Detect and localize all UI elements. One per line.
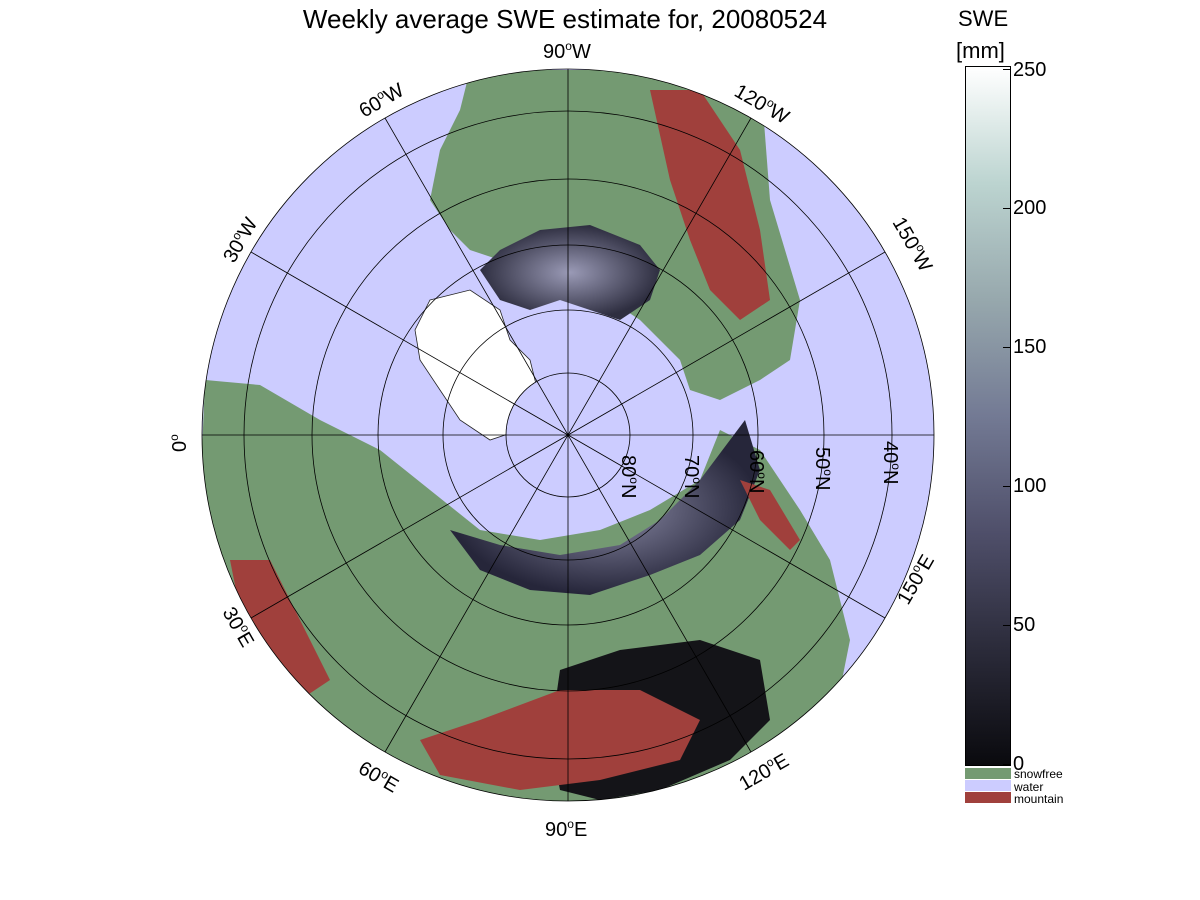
meridian-150w-30e — [250, 251, 886, 619]
colorbar-unit: [mm] — [956, 38, 1005, 63]
lon-label-60e: 60oE — [355, 756, 404, 798]
lon-label-90e: 90oE — [545, 817, 587, 841]
snow-region-canada — [480, 225, 660, 320]
latitude-labels: 80oN 70oN 60oN 50oN 40oN — [617, 441, 903, 498]
lat-label-80n: 80oN — [617, 455, 641, 498]
legend-label-water: water — [1014, 780, 1044, 794]
lat-label-70n: 70oN — [680, 455, 704, 498]
colorbar-tickmark — [1003, 764, 1011, 765]
legend-swatch-snowfree — [965, 768, 1011, 779]
colorbar-tick-label: 50 — [1013, 614, 1036, 636]
swe-colorbar — [965, 66, 1011, 766]
lon-label-90w: 90oW — [543, 39, 591, 63]
legend-swatch-water — [965, 780, 1011, 791]
lat-label-40n: 40oN — [879, 441, 903, 484]
lat-label-60n: 60oN — [745, 450, 769, 493]
colorbar-tick-label: 100 — [1013, 475, 1047, 497]
colorbar-tickmark — [1003, 347, 1011, 348]
mountain-kamchatka — [740, 480, 800, 550]
mountain-europe — [230, 560, 330, 700]
polar-map: 90oW 120oW 150oW 180oW 150oE 120oE 90oE … — [167, 39, 939, 841]
colorbar-tickmark — [1003, 486, 1011, 487]
lon-label-150w: 150oW — [888, 213, 938, 276]
graticule — [201, 68, 935, 802]
colorbar-tick-label: 0 — [1013, 753, 1025, 775]
lon-label-0: 0o — [167, 434, 191, 452]
mountain-asia — [420, 690, 700, 790]
snow-region-siberia — [450, 420, 760, 595]
colorbar-tick-label: 200 — [1013, 197, 1047, 219]
colorbar-tick-label: 250 — [1013, 59, 1047, 81]
colorbar-tick-label: 150 — [1013, 336, 1047, 358]
colorbar-tickmark — [1003, 625, 1011, 626]
legend-swatch-mountain — [965, 792, 1011, 803]
mountain-rockies — [650, 90, 770, 320]
map-title: Weekly average SWE estimate for, 2008052… — [302, 4, 828, 34]
legend-label-mountain: mountain — [1014, 792, 1064, 806]
colorbar-title: SWE — [958, 6, 1009, 31]
colorbar-tickmark — [1003, 69, 1011, 70]
lat-label-50n: 50oN — [811, 447, 835, 490]
colorbar-tickmark — [1003, 208, 1011, 209]
legend-label-snowfree: snowfree — [1014, 767, 1063, 781]
